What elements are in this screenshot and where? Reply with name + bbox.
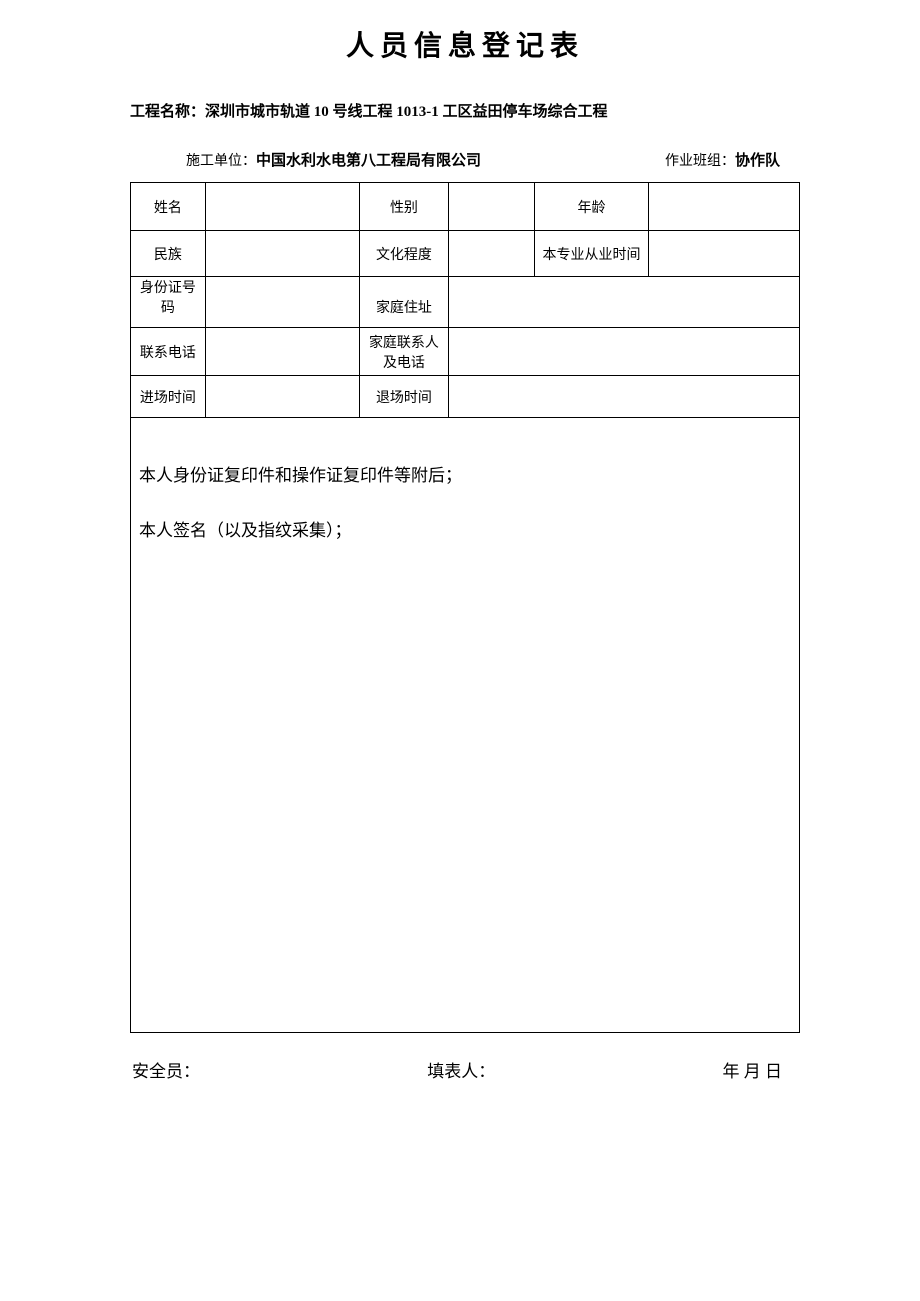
footer-line: 安全员： 填表人： 年 月 日: [130, 1057, 800, 1082]
phone-label-cell: 联系电话: [131, 328, 206, 376]
home-address-label-cell: 家庭住址: [360, 277, 448, 328]
date-label: 年 月 日: [723, 1057, 783, 1082]
exit-time-value-cell: [448, 376, 799, 418]
table-row: 民族 文化程度 本专业从业时间: [131, 231, 800, 277]
team-label: 作业班组：: [665, 154, 735, 169]
phone-value-cell: [205, 328, 359, 376]
ethnicity-value-cell: [205, 231, 359, 277]
age-value-cell: [648, 183, 799, 231]
family-contact-label-cell: 家庭联系人及电话: [360, 328, 448, 376]
project-line: 工程名称：深圳市城市轨道 10 号线工程 1013-1 工区益田停车场综合工程: [130, 100, 800, 121]
id-number-label-cell: 身份证号码: [131, 277, 206, 328]
experience-value-cell: [648, 231, 799, 277]
name-label-cell: 姓名: [131, 183, 206, 231]
unit-pair: 施工单位：中国水利水电第八工程局有限公司: [186, 149, 481, 170]
name-value-cell: [205, 183, 359, 231]
entry-time-value-cell: [205, 376, 359, 418]
home-address-value-cell: [448, 277, 799, 328]
experience-label-cell: 本专业从业时间: [535, 231, 649, 277]
project-label: 工程名称：: [130, 104, 205, 120]
filler-label: 填表人：: [427, 1057, 495, 1082]
attestation-box: 本人身份证复印件和操作证复印件等附后； 本人签名（以及指纹采集）；: [130, 418, 800, 1033]
attestation-line-2: 本人签名（以及指纹采集）；: [139, 517, 791, 544]
safety-officer-label: 安全员：: [132, 1057, 200, 1082]
unit-value: 中国水利水电第八工程局有限公司: [256, 153, 481, 169]
table-row: 联系电话 家庭联系人及电话: [131, 328, 800, 376]
gender-value-cell: [448, 183, 534, 231]
table-row: 姓名 性别 年龄: [131, 183, 800, 231]
attestation-line-1: 本人身份证复印件和操作证复印件等附后；: [139, 462, 791, 489]
registration-table: 姓名 性别 年龄 民族 文化程度 本专业从业时间 身份证号码 家庭住址 联系电话…: [130, 182, 800, 418]
table-row: 进场时间 退场时间: [131, 376, 800, 418]
education-value-cell: [448, 231, 534, 277]
education-label-cell: 文化程度: [360, 231, 448, 277]
page-title: 人员信息登记表: [130, 24, 800, 64]
ethnicity-label-cell: 民族: [131, 231, 206, 277]
entry-time-label-cell: 进场时间: [131, 376, 206, 418]
age-label-cell: 年龄: [535, 183, 649, 231]
gender-label-cell: 性别: [360, 183, 448, 231]
table-row: 身份证号码 家庭住址: [131, 277, 800, 328]
family-contact-value-cell: [448, 328, 799, 376]
unit-label: 施工单位：: [186, 154, 256, 169]
project-value: 深圳市城市轨道 10 号线工程 1013-1 工区益田停车场综合工程: [205, 104, 608, 120]
team-pair: 作业班组：协作队: [665, 149, 780, 170]
team-value: 协作队: [735, 153, 780, 169]
id-number-value-cell: [205, 277, 359, 328]
unit-team-line: 施工单位：中国水利水电第八工程局有限公司 作业班组：协作队: [130, 149, 780, 170]
exit-time-label-cell: 退场时间: [360, 376, 448, 418]
